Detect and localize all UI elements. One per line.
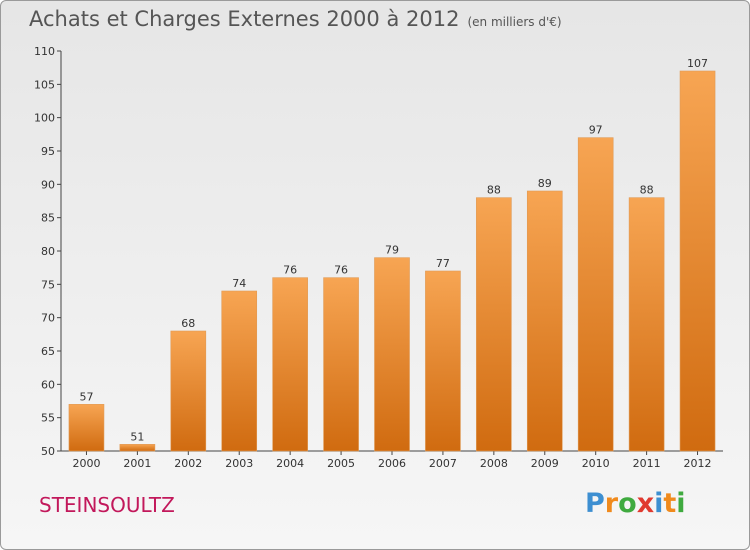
x-tick-label: 2010	[582, 457, 610, 470]
data-label: 57	[79, 390, 93, 403]
x-tick-label: 2003	[225, 457, 253, 470]
x-tick-label: 2002	[174, 457, 202, 470]
bar	[577, 137, 614, 452]
chart-title-text: Achats et Charges Externes 2000 à 2012	[29, 7, 460, 31]
bar	[323, 277, 359, 452]
logo-letter: t	[663, 488, 677, 519]
data-label: 97	[589, 124, 603, 137]
y-tick-label: 80	[41, 245, 55, 258]
bar	[68, 404, 105, 452]
bar	[272, 277, 308, 452]
bar	[679, 70, 716, 452]
commune-name: STEINSOULTZ	[39, 493, 175, 517]
y-tick-label: 75	[41, 278, 55, 291]
logo-letter: P	[585, 488, 605, 519]
chart-subtitle: (en milliers d'€)	[467, 15, 562, 29]
x-tick-label: 2007	[429, 457, 457, 470]
data-label: 68	[181, 317, 195, 330]
x-tick-label: 2001	[123, 457, 151, 470]
bar	[628, 197, 665, 452]
x-tick-label: 2012	[684, 457, 712, 470]
data-label: 76	[283, 264, 297, 277]
x-tick-label: 2005	[327, 457, 355, 470]
y-tick-label: 55	[41, 412, 55, 425]
proxiti-logo: Proxiti	[585, 488, 686, 519]
y-tick-label: 90	[41, 178, 55, 191]
chart-title: Achats et Charges Externes 2000 à 2012 (e…	[29, 7, 562, 31]
bar	[170, 330, 207, 452]
bar	[119, 444, 156, 452]
y-tick-label: 110	[34, 45, 55, 58]
x-tick-label: 2008	[480, 457, 508, 470]
data-label: 88	[640, 184, 654, 197]
bar	[476, 197, 512, 452]
logo-letter: x	[636, 488, 655, 519]
bar	[425, 270, 461, 452]
logo-letter: o	[618, 488, 637, 519]
y-tick-label: 65	[41, 345, 55, 358]
data-label: 51	[130, 430, 144, 443]
x-tick-label: 2006	[378, 457, 406, 470]
data-label: 79	[385, 244, 399, 257]
data-label: 107	[687, 57, 708, 70]
bar	[526, 190, 563, 452]
y-tick-label: 85	[41, 212, 55, 225]
bar	[374, 257, 410, 452]
bar	[221, 290, 258, 452]
x-tick-label: 2000	[72, 457, 100, 470]
y-tick-label: 50	[41, 445, 55, 458]
y-tick-label: 105	[34, 78, 55, 91]
logo-letter: r	[604, 488, 619, 519]
x-tick-label: 2011	[633, 457, 661, 470]
x-tick-label: 2004	[276, 457, 304, 470]
y-tick-label: 100	[34, 112, 55, 125]
y-tick-label: 95	[41, 145, 55, 158]
data-label: 88	[487, 184, 501, 197]
data-label: 89	[538, 177, 552, 190]
bars: 57 51 68 74 76 76 79 77 88 89 97 88 107	[68, 57, 716, 452]
y-tick-label: 70	[41, 312, 55, 325]
axes: 50 55 60 65 70 75 80 85 90 95 100 105 110 2000 2001 200…	[34, 45, 723, 470]
logo-letter: i	[654, 488, 664, 519]
data-label: 74	[232, 277, 246, 290]
logo-letter: i	[676, 488, 686, 519]
x-tick-label: 2009	[531, 457, 559, 470]
data-label: 77	[436, 257, 450, 270]
data-label: 76	[334, 264, 348, 277]
y-tick-label: 60	[41, 378, 55, 391]
